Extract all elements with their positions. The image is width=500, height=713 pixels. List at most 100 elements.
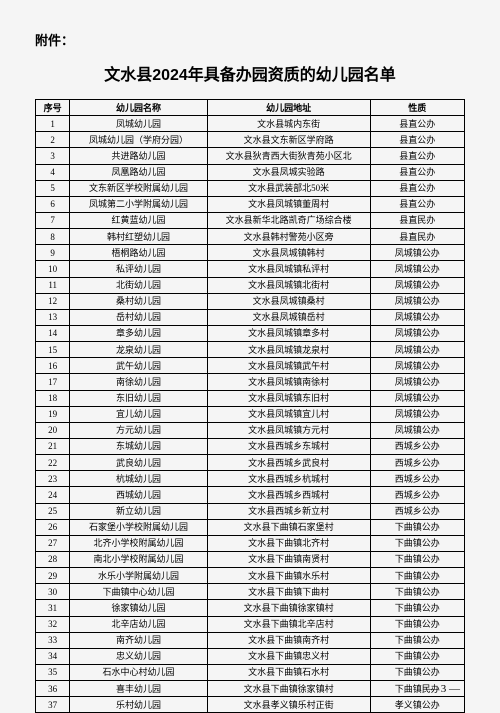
table-cell: 24 [36, 487, 70, 503]
table-row: 31徐家镇幼儿园文水县下曲镇徐家镇村下曲镇公办 [36, 600, 465, 616]
table-cell: 29 [36, 568, 70, 584]
table-cell: 文水县下曲镇徐家镇村 [207, 681, 370, 697]
table-cell: 凤城镇公办 [370, 342, 464, 358]
table-cell: 文水县下曲镇北齐村 [207, 535, 370, 551]
table-cell: 文水县凤城实验路 [207, 164, 370, 180]
table-cell: 文水县新华北路凯奇广场综合楼 [207, 212, 370, 228]
table-cell: 岳村幼儿园 [70, 309, 207, 325]
table-cell: 文东新区学校附属幼儿园 [70, 180, 207, 196]
table-cell: 凤凰路幼儿园 [70, 164, 207, 180]
table-cell: 凤城镇公办 [370, 390, 464, 406]
table-cell: 下曲镇中心幼儿园 [70, 584, 207, 600]
page-number: — 3 — [427, 683, 460, 695]
table-cell: 下曲镇公办 [370, 519, 464, 535]
table-row: 34忠义幼儿园文水县下曲镇忠义村下曲镇公办 [36, 648, 465, 664]
table-cell: 西城乡公办 [370, 438, 464, 454]
table-cell: 新立幼儿园 [70, 503, 207, 519]
table-cell: 文水县凤城镇南徐村 [207, 374, 370, 390]
table-row: 22武良幼儿园文水县西城乡武良村西城乡公办 [36, 455, 465, 471]
table-cell: 武午幼儿园 [70, 358, 207, 374]
table-cell: 25 [36, 503, 70, 519]
table-cell: 凤城镇公办 [370, 261, 464, 277]
table-cell: 凤城镇公办 [370, 358, 464, 374]
table-cell: 武良幼儿园 [70, 455, 207, 471]
table-cell: 23 [36, 471, 70, 487]
table-cell: 22 [36, 455, 70, 471]
table-cell: 16 [36, 358, 70, 374]
table-row: 23杭城幼儿园文水县西城乡杭城村西城乡公办 [36, 471, 465, 487]
table-cell: 文水县凤城镇武午村 [207, 358, 370, 374]
table-cell: 徐家镇幼儿园 [70, 600, 207, 616]
table-cell: 文水县凤城镇宜儿村 [207, 406, 370, 422]
table-cell: 凤城第二小学附属幼儿园 [70, 196, 207, 212]
table-cell: 县直公办 [370, 164, 464, 180]
table-cell: 6 [36, 196, 70, 212]
table-cell: 下曲镇公办 [370, 664, 464, 680]
table-cell: 文水县下曲镇北辛店村 [207, 616, 370, 632]
table-cell: 文水县韩村警苑小区旁 [207, 229, 370, 245]
table-cell: 杭城幼儿园 [70, 471, 207, 487]
table-cell: 文水县狄青西大街狄青苑小区北 [207, 148, 370, 164]
table-cell: 凤城镇公办 [370, 374, 464, 390]
table-cell: 20 [36, 422, 70, 438]
table-cell: 北辛店幼儿园 [70, 616, 207, 632]
table-row: 16武午幼儿园文水县凤城镇武午村凤城镇公办 [36, 358, 465, 374]
table-cell: 下曲镇公办 [370, 600, 464, 616]
table-cell: 下曲镇公办 [370, 551, 464, 567]
table-row: 9梧桐路幼儿园文水县凤城镇韩村凤城镇公办 [36, 245, 465, 261]
table-cell: 8 [36, 229, 70, 245]
table-row: 10私评幼儿园文水县凤城镇私评村凤城镇公办 [36, 261, 465, 277]
table-cell: 宜儿幼儿园 [70, 406, 207, 422]
table-cell: 7 [36, 212, 70, 228]
table-cell: 章多幼儿园 [70, 325, 207, 341]
table-cell: 文水县凤城镇东旧村 [207, 390, 370, 406]
table-row: 6凤城第二小学附属幼儿园文水县凤城镇董周村县直公办 [36, 196, 465, 212]
table-cell: 梧桐路幼儿园 [70, 245, 207, 261]
table-cell: 西城乡公办 [370, 503, 464, 519]
table-row: 28南北小学校附属幼儿园文水县下曲镇南贤村下曲镇公办 [36, 551, 465, 567]
table-cell: 韩村红塑幼儿园 [70, 229, 207, 245]
table-row: 2凤城幼儿园（学府分园）文水县文东新区学府路县直公办 [36, 132, 465, 148]
table-cell: 11 [36, 277, 70, 293]
table-cell: 龙泉幼儿园 [70, 342, 207, 358]
table-cell: 12 [36, 293, 70, 309]
table-cell: 文水县文东新区学府路 [207, 132, 370, 148]
table-cell: 县直公办 [370, 180, 464, 196]
page-title: 文水县2024年具备办园资质的幼儿园名单 [35, 61, 465, 85]
table-row: 29水乐小学附属幼儿园文水县下曲镇水乐村下曲镇公办 [36, 568, 465, 584]
table-cell: 文水县西城乡东城村 [207, 438, 370, 454]
table-cell: 西城幼儿园 [70, 487, 207, 503]
table-row: 7红黄蓝幼儿园文水县新华北路凯奇广场综合楼县直民办 [36, 212, 465, 228]
table-row: 37乐村幼儿园文水县孝义镇乐村正街孝义镇公办 [36, 697, 465, 713]
table-row: 15龙泉幼儿园文水县凤城镇龙泉村凤城镇公办 [36, 342, 465, 358]
table-cell: 凤城镇公办 [370, 293, 464, 309]
table-cell: 孝义镇公办 [370, 697, 464, 713]
table-cell: 31 [36, 600, 70, 616]
table-cell: 18 [36, 390, 70, 406]
table-cell: 凤城幼儿园（学府分园） [70, 132, 207, 148]
table-cell: 10 [36, 261, 70, 277]
table-cell: 27 [36, 535, 70, 551]
table-cell: 13 [36, 309, 70, 325]
table-cell: 下曲镇公办 [370, 584, 464, 600]
table-cell: 文水县下曲镇南齐村 [207, 632, 370, 648]
table-row: 27北齐小学校附属幼儿园文水县下曲镇北齐村下曲镇公办 [36, 535, 465, 551]
table-cell: 1 [36, 116, 70, 132]
header-type: 性质 [370, 100, 464, 116]
table-row: 12桑村幼儿园文水县凤城镇桑村凤城镇公办 [36, 293, 465, 309]
table-cell: 17 [36, 374, 70, 390]
table-row: 30下曲镇中心幼儿园文水县下曲镇下曲村下曲镇公办 [36, 584, 465, 600]
table-cell: 南徐幼儿园 [70, 374, 207, 390]
table-row: 33南齐幼儿园文水县下曲镇南齐村下曲镇公办 [36, 632, 465, 648]
table-cell: 县直公办 [370, 196, 464, 212]
table-row: 1凤城幼儿园文水县城内东街县直公办 [36, 116, 465, 132]
table-cell: 凤城幼儿园 [70, 116, 207, 132]
table-row: 4凤凰路幼儿园文水县凤城实验路县直公办 [36, 164, 465, 180]
table-cell: 5 [36, 180, 70, 196]
table-cell: 乐村幼儿园 [70, 697, 207, 713]
table-cell: 西城乡公办 [370, 487, 464, 503]
kindergarten-table: 序号 幼儿园名称 幼儿园地址 性质 1凤城幼儿园文水县城内东街县直公办2凤城幼儿… [35, 99, 465, 713]
header-name: 幼儿园名称 [70, 100, 207, 116]
table-cell: 下曲镇公办 [370, 616, 464, 632]
table-cell: 文水县下曲镇石家堡村 [207, 519, 370, 535]
